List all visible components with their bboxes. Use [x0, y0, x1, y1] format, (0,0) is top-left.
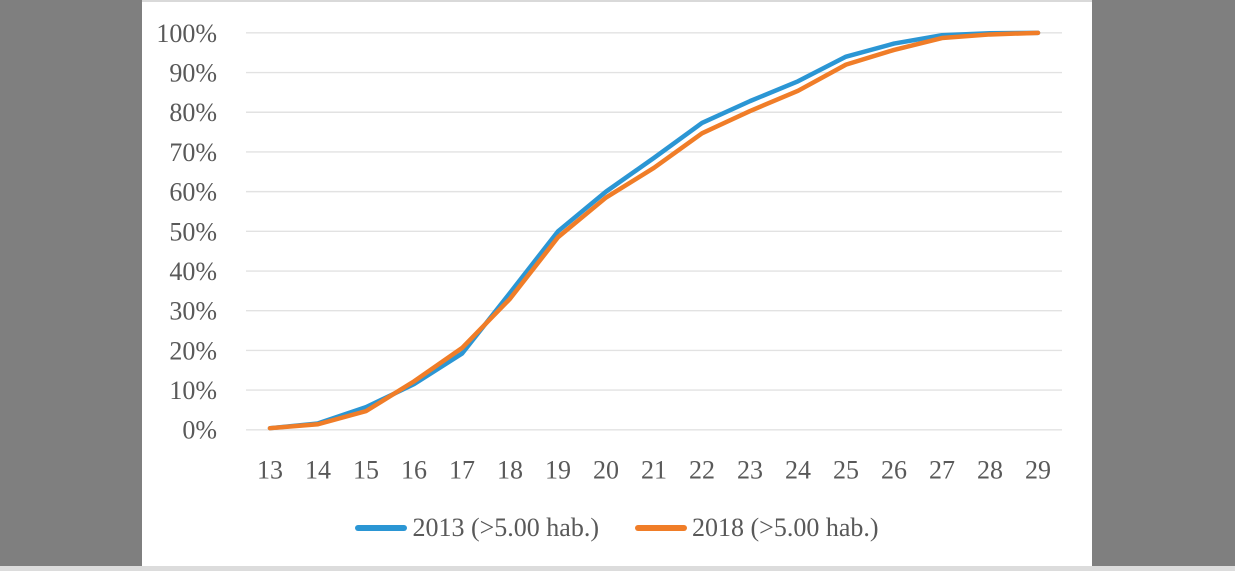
y-axis-tick-label: 50% [169, 217, 217, 246]
legend-label-2018: 2018 (>5.00 hab.) [692, 513, 879, 542]
x-axis-tick-label: 17 [449, 455, 475, 484]
y-axis-tick-label: 60% [169, 178, 217, 207]
x-axis-tick-label: 29 [1025, 455, 1051, 484]
page-edge-strip [0, 566, 1235, 571]
x-axis-tick-label: 24 [785, 455, 811, 484]
x-axis-tick-label: 25 [833, 455, 859, 484]
y-axis-tick-label: 80% [169, 98, 217, 127]
x-axis-tick-label: 22 [689, 455, 715, 484]
y-axis-tick-label: 10% [169, 376, 217, 405]
x-axis-tick-label: 18 [497, 455, 523, 484]
y-axis-tick-label: 40% [169, 257, 217, 286]
x-axis-tick-label: 19 [545, 455, 571, 484]
x-axis-tick-label: 14 [305, 455, 331, 484]
x-axis-tick-label: 21 [641, 455, 667, 484]
y-axis-tick-label: 100% [156, 19, 217, 48]
legend-label-2013: 2013 (>5.00 hab.) [412, 513, 599, 542]
x-axis-tick-label: 23 [737, 455, 763, 484]
y-axis-tick-label: 0% [182, 416, 217, 445]
x-axis-tick-label: 20 [593, 455, 619, 484]
series-line-2013 [267, 30, 1041, 431]
y-axis-tick-label: 30% [169, 297, 217, 326]
legend-item-2013: 2013 (>5.00 hab.) [355, 513, 599, 543]
x-axis-tick-label: 28 [977, 455, 1003, 484]
y-axis-tick-label: 90% [169, 59, 217, 88]
x-axis-tick-label: 27 [929, 455, 955, 484]
x-axis-tick-label: 15 [353, 455, 379, 484]
cumulative-percentage-line-chart: 0% 10% 20% 30% 40% 50% 60% 70% 80% 90% 100% 13 14 15 1… [156, 19, 1062, 484]
legend-item-2018: 2018 (>5.00 hab.) [635, 513, 879, 543]
x-axis-tick-label: 26 [881, 455, 907, 484]
series-line-2018 [267, 30, 1041, 431]
y-axis-tick-label: 70% [169, 138, 217, 167]
chart-legend: 2013 (>5.00 hab.) 2018 (>5.00 hab.) [142, 513, 1092, 543]
legend-line-swatch-2013 [355, 525, 408, 531]
y-axis-tick-label: 20% [169, 336, 217, 365]
x-axis-tick-label: 13 [257, 455, 283, 484]
legend-line-swatch-2018 [635, 525, 687, 531]
x-axis-tick-label: 16 [401, 455, 427, 484]
chart-card: 0% 10% 20% 30% 40% 50% 60% 70% 80% 90% 100% 13 14 15 1… [142, 0, 1092, 567]
